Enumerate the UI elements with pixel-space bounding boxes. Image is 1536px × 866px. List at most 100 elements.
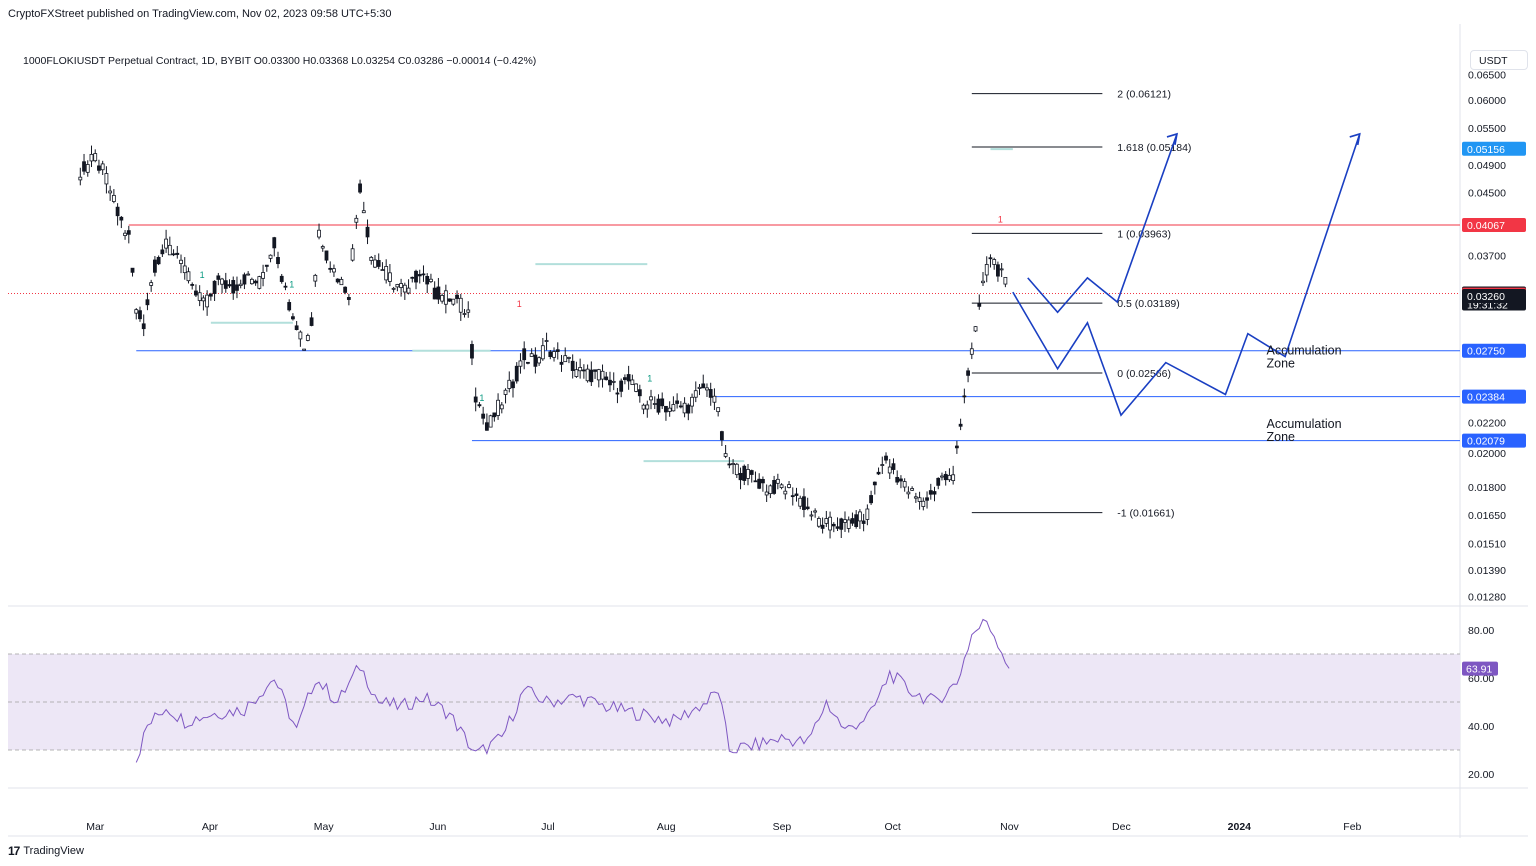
price-tick-label: 0.01280 xyxy=(1468,591,1506,603)
candle-body xyxy=(611,380,616,383)
candle-body xyxy=(462,313,467,315)
time-tick-label: Apr xyxy=(202,821,219,833)
candle-body xyxy=(787,484,791,488)
td-marker: 1 xyxy=(289,279,294,289)
candle-body xyxy=(906,491,911,495)
tradingview-logo-icon: 17 xyxy=(8,844,20,858)
candle-body xyxy=(593,369,597,372)
candle-body xyxy=(910,488,915,491)
time-tick-label: Sep xyxy=(773,821,792,833)
candle-body xyxy=(1003,276,1008,285)
candle-body xyxy=(884,455,888,461)
td-marker: 1 xyxy=(200,270,205,280)
symbol-legend[interactable]: 1000FLOKIUSDT Perpetual Contract, 1D, BY… xyxy=(23,55,537,67)
candle-body xyxy=(943,473,948,481)
candle-body xyxy=(302,348,307,351)
candle-body xyxy=(238,283,243,286)
time-tick-label: Mar xyxy=(86,821,105,833)
candle-body xyxy=(85,164,90,173)
candle-body xyxy=(373,259,377,268)
candle-body xyxy=(291,316,295,320)
footer-brand: TradingView xyxy=(23,845,84,857)
candle-body xyxy=(339,279,344,286)
candle-body xyxy=(917,497,922,502)
candle-body xyxy=(522,348,527,361)
candle-body xyxy=(261,272,265,279)
candle-body xyxy=(227,284,232,287)
currency-selector[interactable]: USDT xyxy=(1470,50,1528,70)
candle-body xyxy=(932,491,937,495)
candle-body xyxy=(358,183,362,193)
candle-body xyxy=(82,161,86,172)
price-tag-0.04067: 0.04067 xyxy=(1462,217,1526,232)
candle-body xyxy=(656,398,661,413)
price-tag-0.02750: 0.02750 xyxy=(1462,343,1526,358)
candle-body xyxy=(682,402,687,414)
projection-path-1 xyxy=(1027,133,1178,314)
candle-body xyxy=(678,405,683,408)
candle-body xyxy=(872,481,877,486)
candle-body xyxy=(563,355,568,363)
candle-body xyxy=(891,463,896,470)
accumulation-zone-label: Accumulation Zone xyxy=(1266,344,1341,371)
price-tick-label: 0.01510 xyxy=(1468,538,1506,550)
candle-body xyxy=(470,344,474,359)
price-tag-bg xyxy=(1462,389,1526,404)
candle-body xyxy=(406,287,411,294)
candle-body xyxy=(164,238,168,249)
candle-body xyxy=(100,163,105,171)
candle-body xyxy=(153,259,157,273)
candle-body xyxy=(831,523,836,527)
candle-body xyxy=(708,389,713,398)
rsi-tick-label: 80.00 xyxy=(1468,625,1494,637)
candle-body xyxy=(548,351,553,357)
candle-body xyxy=(641,404,646,410)
candle-body xyxy=(220,278,224,285)
price-chart[interactable]: 0.06500 0.06000 0.05500 0.04900 0.04500 0.037… xyxy=(8,24,1528,838)
projection-path-2 xyxy=(1012,133,1361,417)
candle-body xyxy=(145,299,150,306)
price-tag-bg xyxy=(1462,141,1526,156)
chart-frame[interactable]: 0.06500 0.06000 0.05500 0.04900 0.04500 0.037… xyxy=(8,24,1528,838)
price-tag-0.02384: 0.02384 xyxy=(1462,389,1526,404)
rsi-tick-label: 60.00 xyxy=(1468,673,1494,685)
candle-body xyxy=(813,510,818,513)
time-tick-label: Oct xyxy=(884,821,900,833)
candle-body xyxy=(533,354,538,367)
price-tag-text: 0.04067 xyxy=(1467,220,1505,232)
candle-body xyxy=(790,495,795,498)
time-tick-label: Feb xyxy=(1343,821,1361,833)
candle-body xyxy=(279,275,284,282)
candle-body xyxy=(869,495,873,504)
candle-body xyxy=(417,274,422,277)
candle-body xyxy=(402,284,407,293)
candle-body xyxy=(839,518,844,530)
candle-body xyxy=(876,471,881,475)
candle-body xyxy=(425,276,430,285)
candle-body xyxy=(346,297,351,300)
candle-body xyxy=(671,404,676,412)
candle-body xyxy=(253,280,258,284)
candle-body xyxy=(697,386,702,389)
candle-body xyxy=(205,294,210,308)
candle-body xyxy=(940,475,944,478)
candle-body xyxy=(600,370,605,380)
price-tag-text: 0.03260 xyxy=(1467,291,1505,303)
candle-body xyxy=(567,357,571,359)
price-tag-text: 0.05156 xyxy=(1467,144,1505,156)
candle-body xyxy=(701,383,706,389)
candle-body xyxy=(190,284,195,286)
candle-body xyxy=(511,381,515,389)
candle-body xyxy=(104,173,109,185)
candle-body xyxy=(484,422,489,431)
candle-body xyxy=(794,493,799,496)
price-tag-text: 0.02079 xyxy=(1467,436,1505,448)
candle-body xyxy=(175,252,180,255)
candle-body xyxy=(947,474,952,481)
candle-body xyxy=(608,379,612,386)
candle-body xyxy=(738,472,743,481)
fib-label: 1.618 (0.05184) xyxy=(1117,142,1191,154)
time-tick-label: Dec xyxy=(1112,821,1131,833)
candle-body xyxy=(824,518,829,524)
candle-body xyxy=(249,278,254,285)
